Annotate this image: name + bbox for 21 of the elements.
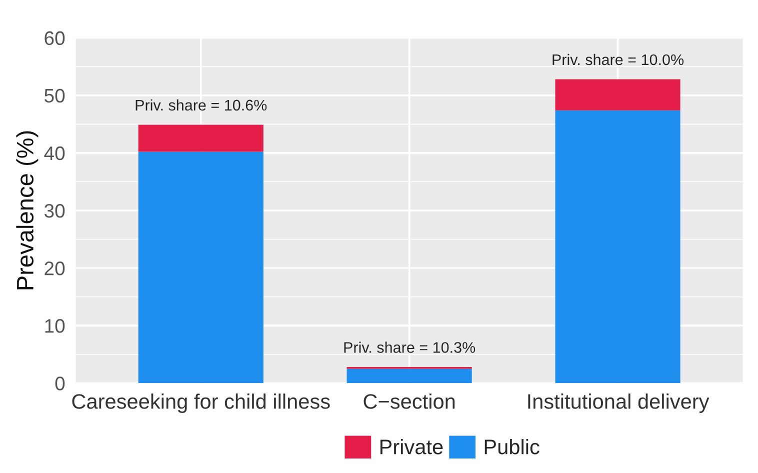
legend-label: Public xyxy=(484,439,540,454)
bar xyxy=(555,79,680,110)
legend-label: Private xyxy=(380,439,443,454)
y-tick-label: 50 xyxy=(44,88,65,103)
annotation: Priv. share = 10.6% xyxy=(136,99,267,111)
y-tick-label: 20 xyxy=(44,262,65,276)
bar xyxy=(346,368,472,384)
y-axis-title: Prevalence (%) xyxy=(16,131,38,290)
x-tick-label: Careseeking for child illness xyxy=(72,394,330,413)
x-tick-label: Institutional delivery xyxy=(528,394,710,413)
y-tick-label: 10 xyxy=(45,319,65,333)
bar xyxy=(138,124,264,152)
x-tick-label: C−section xyxy=(364,394,455,409)
bar xyxy=(555,110,680,384)
annotation: Priv. share = 10.3% xyxy=(344,342,476,353)
annotation: Priv. share = 10.0% xyxy=(552,54,684,66)
y-tick-label: 0 xyxy=(55,376,65,390)
bar xyxy=(138,152,264,384)
y-tick-label: 40 xyxy=(44,146,65,160)
y-tick-label: 60 xyxy=(44,31,65,46)
y-tick-label: 30 xyxy=(44,204,65,218)
